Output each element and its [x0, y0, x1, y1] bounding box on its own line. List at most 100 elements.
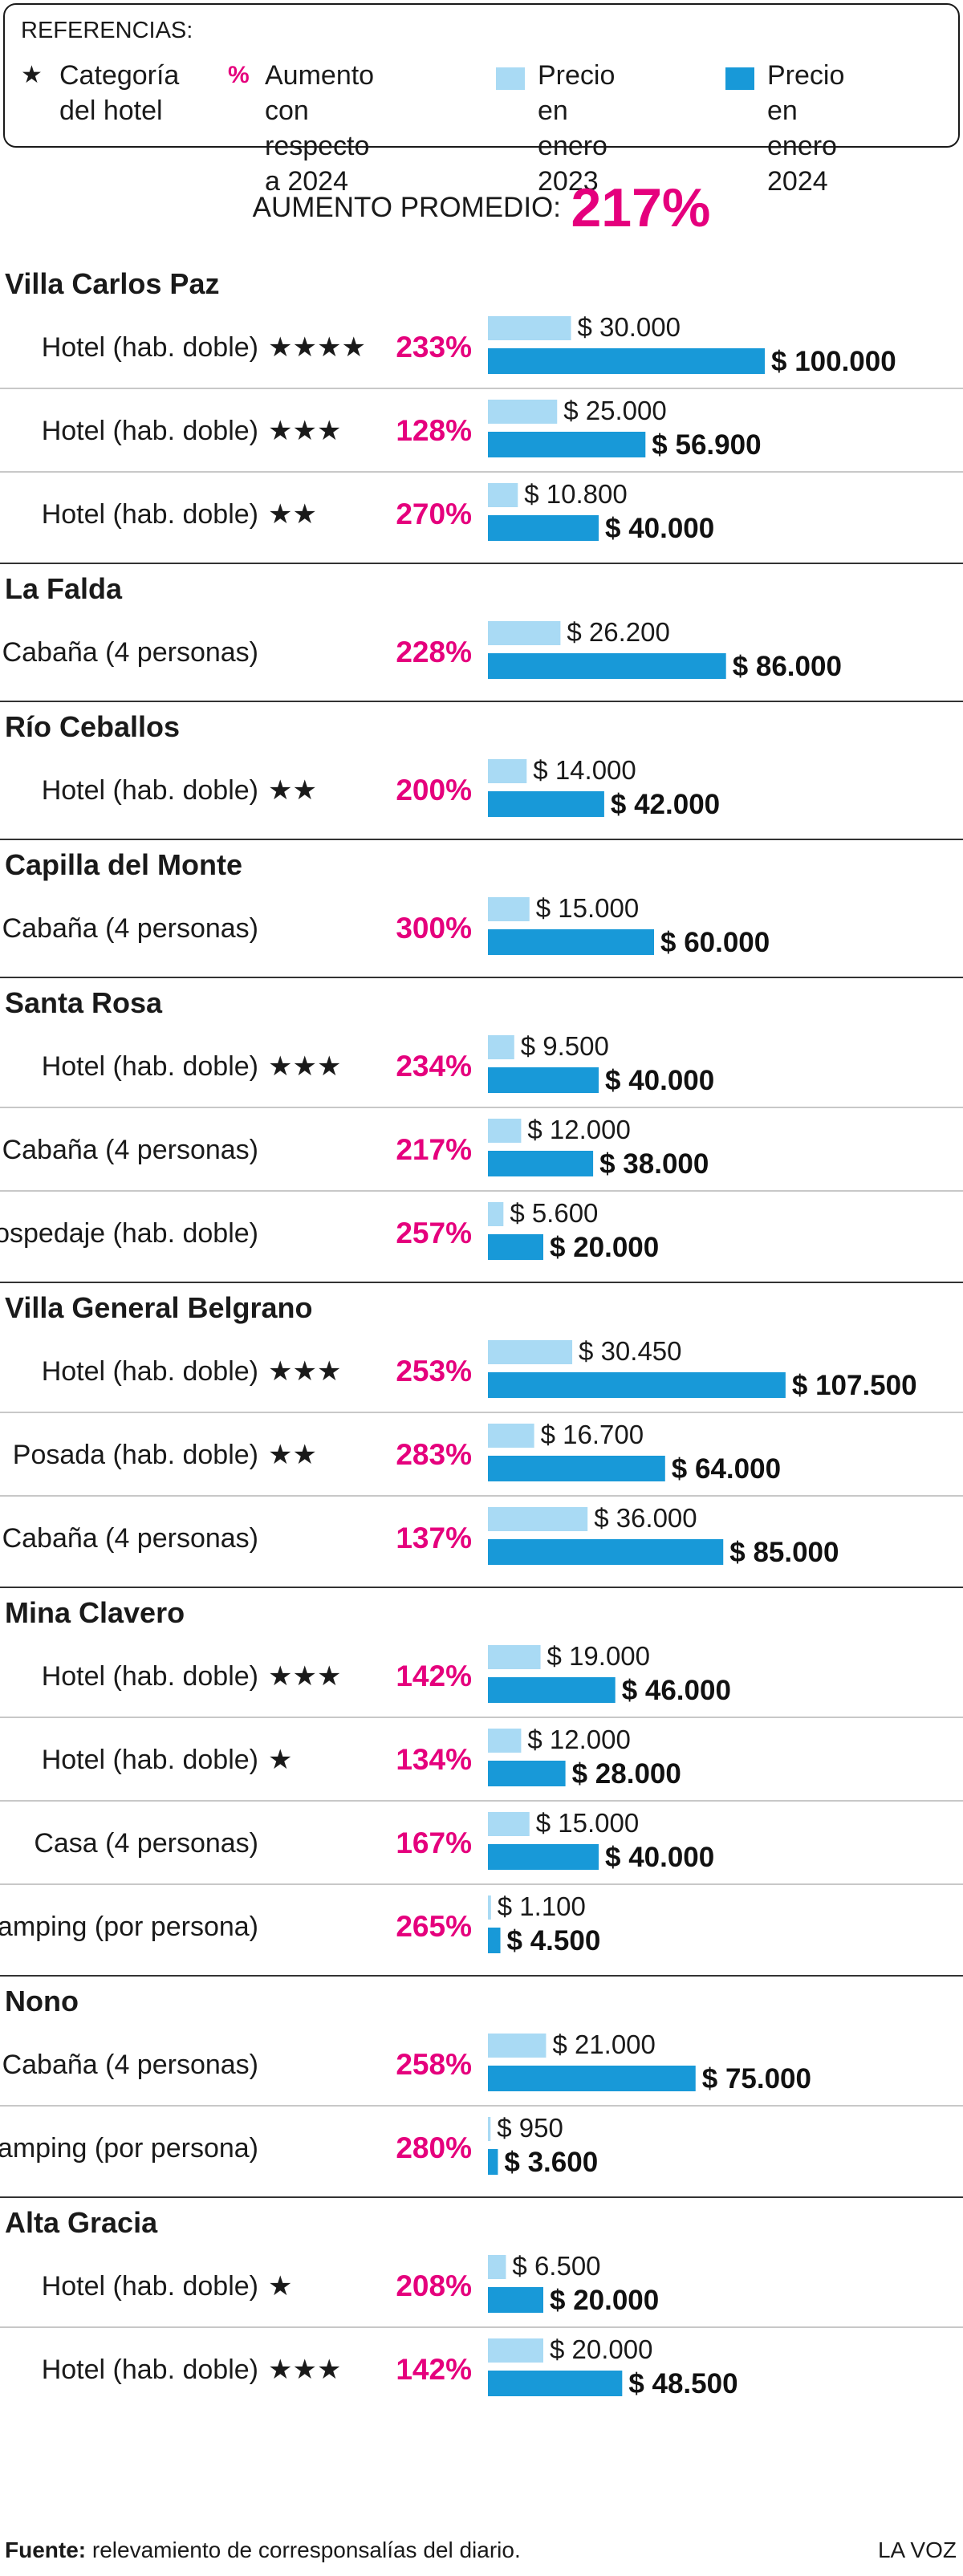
value-label-2023: $ 14.000 [533, 755, 636, 785]
value-label-2023: $ 36.000 [594, 1503, 697, 1533]
row-label: Hotel (hab. doble) [42, 499, 258, 530]
bar-2024 [488, 1928, 501, 1953]
bar-2024 [488, 1372, 786, 1398]
group-title: Nono [5, 1985, 79, 2017]
row-label: Camping (por persona) [0, 2133, 258, 2164]
group-title: Villa General Belgrano [5, 1291, 312, 1324]
row-label: Hospedaje (hab. doble) [0, 1218, 258, 1249]
bar-2024 [488, 1151, 594, 1176]
row-label: Hotel (hab. doble) [42, 1051, 258, 1082]
bar-2023 [488, 1340, 573, 1364]
increase-percent: 300% [396, 912, 472, 945]
value-label-2023: $ 30.000 [578, 312, 681, 342]
increase-percent: 257% [396, 1217, 472, 1249]
star-rating-icon: ★★★ [268, 1356, 341, 1387]
star-rating-icon: ★★★ [268, 1661, 341, 1692]
row-label: Posada (hab. doble) [13, 1440, 258, 1470]
increase-percent: 200% [396, 774, 472, 807]
value-label-2023: $ 30.450 [579, 1336, 681, 1366]
value-label-2023: $ 950 [497, 2113, 563, 2143]
value-label-2023: $ 15.000 [536, 893, 639, 923]
group-title: Capilla del Monte [5, 848, 242, 881]
bar-2023 [488, 1812, 530, 1836]
legend-label-2024: Precio en enero 2024 [767, 60, 845, 197]
star-rating-icon: ★★★★ [268, 332, 366, 363]
bar-2023 [488, 1424, 534, 1448]
increase-percent: 134% [396, 1743, 472, 1776]
bar-2023 [488, 2117, 491, 2141]
increase-percent: 234% [396, 1050, 472, 1083]
bar-2023 [488, 897, 530, 921]
bar-2024 [488, 1677, 616, 1703]
bar-2023 [488, 2338, 543, 2363]
source-label: Fuente: [5, 2537, 87, 2562]
increase-percent: 137% [396, 1522, 472, 1554]
bar-2023 [488, 2255, 506, 2279]
value-label-2024: $ 40.000 [605, 513, 714, 544]
value-label-2024: $ 64.000 [672, 1453, 781, 1485]
bar-2024 [488, 515, 599, 541]
increase-percent: 217% [396, 1133, 472, 1166]
legend-box: REFERENCIAS: ★ Categoría del hotel % Aum… [3, 3, 960, 197]
bar-2024 [488, 2371, 623, 2396]
bar-2023 [488, 1729, 522, 1753]
star-rating-icon: ★ [268, 1745, 292, 1775]
row-label: Hotel (hab. doble) [42, 775, 258, 806]
bar-2024 [488, 2287, 543, 2313]
bar-2024 [488, 1234, 543, 1260]
bar-2024 [488, 791, 604, 817]
row-label: Cabaña (4 personas) [2, 637, 258, 668]
value-label-2023: $ 21.000 [552, 2030, 655, 2059]
value-label-2024: $ 86.000 [733, 651, 842, 682]
value-label-2023: $ 16.700 [541, 1420, 644, 1449]
bar-2023 [488, 483, 518, 507]
increase-percent: 265% [396, 1910, 472, 1943]
star-rating-icon: ★★★ [268, 416, 341, 446]
value-label-2024: $ 20.000 [550, 1232, 659, 1263]
value-label-2024: $ 56.900 [652, 429, 761, 461]
average-increase: AUMENTO PROMEDIO: 217% [0, 177, 963, 241]
group-title: Mina Clavero [5, 1596, 185, 1629]
star-rating-icon: ★★★ [268, 1051, 341, 1082]
value-label-2024: $ 46.000 [622, 1675, 731, 1706]
increase-percent: 142% [396, 1660, 472, 1692]
star-rating-icon: ★★ [268, 775, 317, 806]
bar-2024 [488, 1761, 566, 1786]
value-label-2023: $ 15.000 [536, 1808, 639, 1838]
value-label-2024: $ 3.600 [504, 2147, 598, 2178]
value-label-2023: $ 5.600 [510, 1198, 598, 1228]
star-rating-icon: ★★★ [268, 2355, 341, 2385]
group-title: Alta Gracia [5, 2206, 158, 2239]
bar-2024 [488, 2149, 498, 2175]
value-label-2024: $ 75.000 [702, 2063, 811, 2095]
star-rating-icon: ★★ [268, 1440, 317, 1470]
row-label: Hotel (hab. doble) [42, 2355, 258, 2385]
increase-percent: 280% [396, 2131, 472, 2164]
bar-2023 [488, 1895, 491, 1920]
bar-2023 [488, 400, 558, 424]
average-label: AUMENTO PROMEDIO: [252, 192, 561, 223]
value-label-2023: $ 12.000 [527, 1725, 630, 1754]
increase-percent: 167% [396, 1826, 472, 1859]
row-label: Cabaña (4 personas) [2, 1523, 258, 1554]
value-label-2023: $ 12.000 [527, 1115, 630, 1144]
value-label-2023: $ 26.200 [567, 617, 669, 647]
value-label-2024: $ 85.000 [729, 1537, 839, 1568]
legend-label-2023: Precio en enero 2023 [538, 60, 616, 197]
row-label: Hotel (hab. doble) [42, 1356, 258, 1387]
average-value: 217% [571, 177, 711, 238]
value-label-2024: $ 100.000 [771, 346, 896, 377]
star-icon: ★ [21, 62, 43, 88]
value-label-2024: $ 60.000 [660, 927, 770, 958]
row-label: Hotel (hab. doble) [42, 2271, 258, 2302]
legend-label-percent: Aumento con respecto a 2024 [265, 60, 375, 197]
star-rating-icon: ★ [268, 2271, 292, 2302]
group-title: Villa Carlos Paz [5, 267, 219, 300]
value-label-2024: $ 107.500 [792, 1370, 917, 1401]
value-label-2023: $ 25.000 [563, 396, 666, 425]
row-label: Camping (por persona) [0, 1912, 258, 1942]
bar-2024 [488, 1539, 724, 1565]
group-title: Santa Rosa [5, 986, 163, 1019]
row-label: Hotel (hab. doble) [42, 1661, 258, 1692]
increase-percent: 253% [396, 1355, 472, 1388]
